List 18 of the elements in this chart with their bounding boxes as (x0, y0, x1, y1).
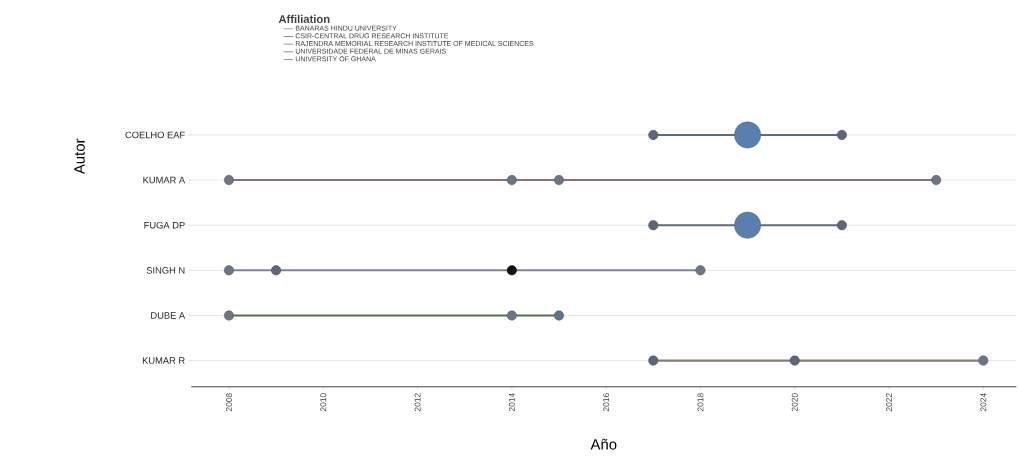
x-tick-label: 2008 (225, 393, 232, 412)
x-tick-label: 2022 (886, 393, 892, 412)
y-tick-label: KUMAR A (143, 176, 186, 184)
y-tick-label: DUBE A (151, 312, 186, 319)
x-axis-title: Año (590, 438, 617, 450)
x-tick-label: 2024 (980, 393, 987, 412)
x-tick-label: 2012 (414, 393, 421, 412)
y-axis-title: Autor (74, 138, 85, 175)
x-tick-label: 2010 (320, 393, 327, 412)
x-tick-label: 2016 (603, 393, 610, 412)
legend-title: Affiliation (278, 14, 330, 24)
x-tick-label: 2014 (508, 393, 515, 412)
y-tick-label: SINGH N (146, 267, 185, 274)
y-tick-label: FUGA DP (144, 221, 185, 229)
x-tick-label: 2020 (791, 393, 798, 412)
x-tick-label: 2018 (697, 393, 704, 412)
y-tick-label: KUMAR R (142, 357, 185, 364)
y-tick-label: COELHO EAF (125, 131, 185, 139)
